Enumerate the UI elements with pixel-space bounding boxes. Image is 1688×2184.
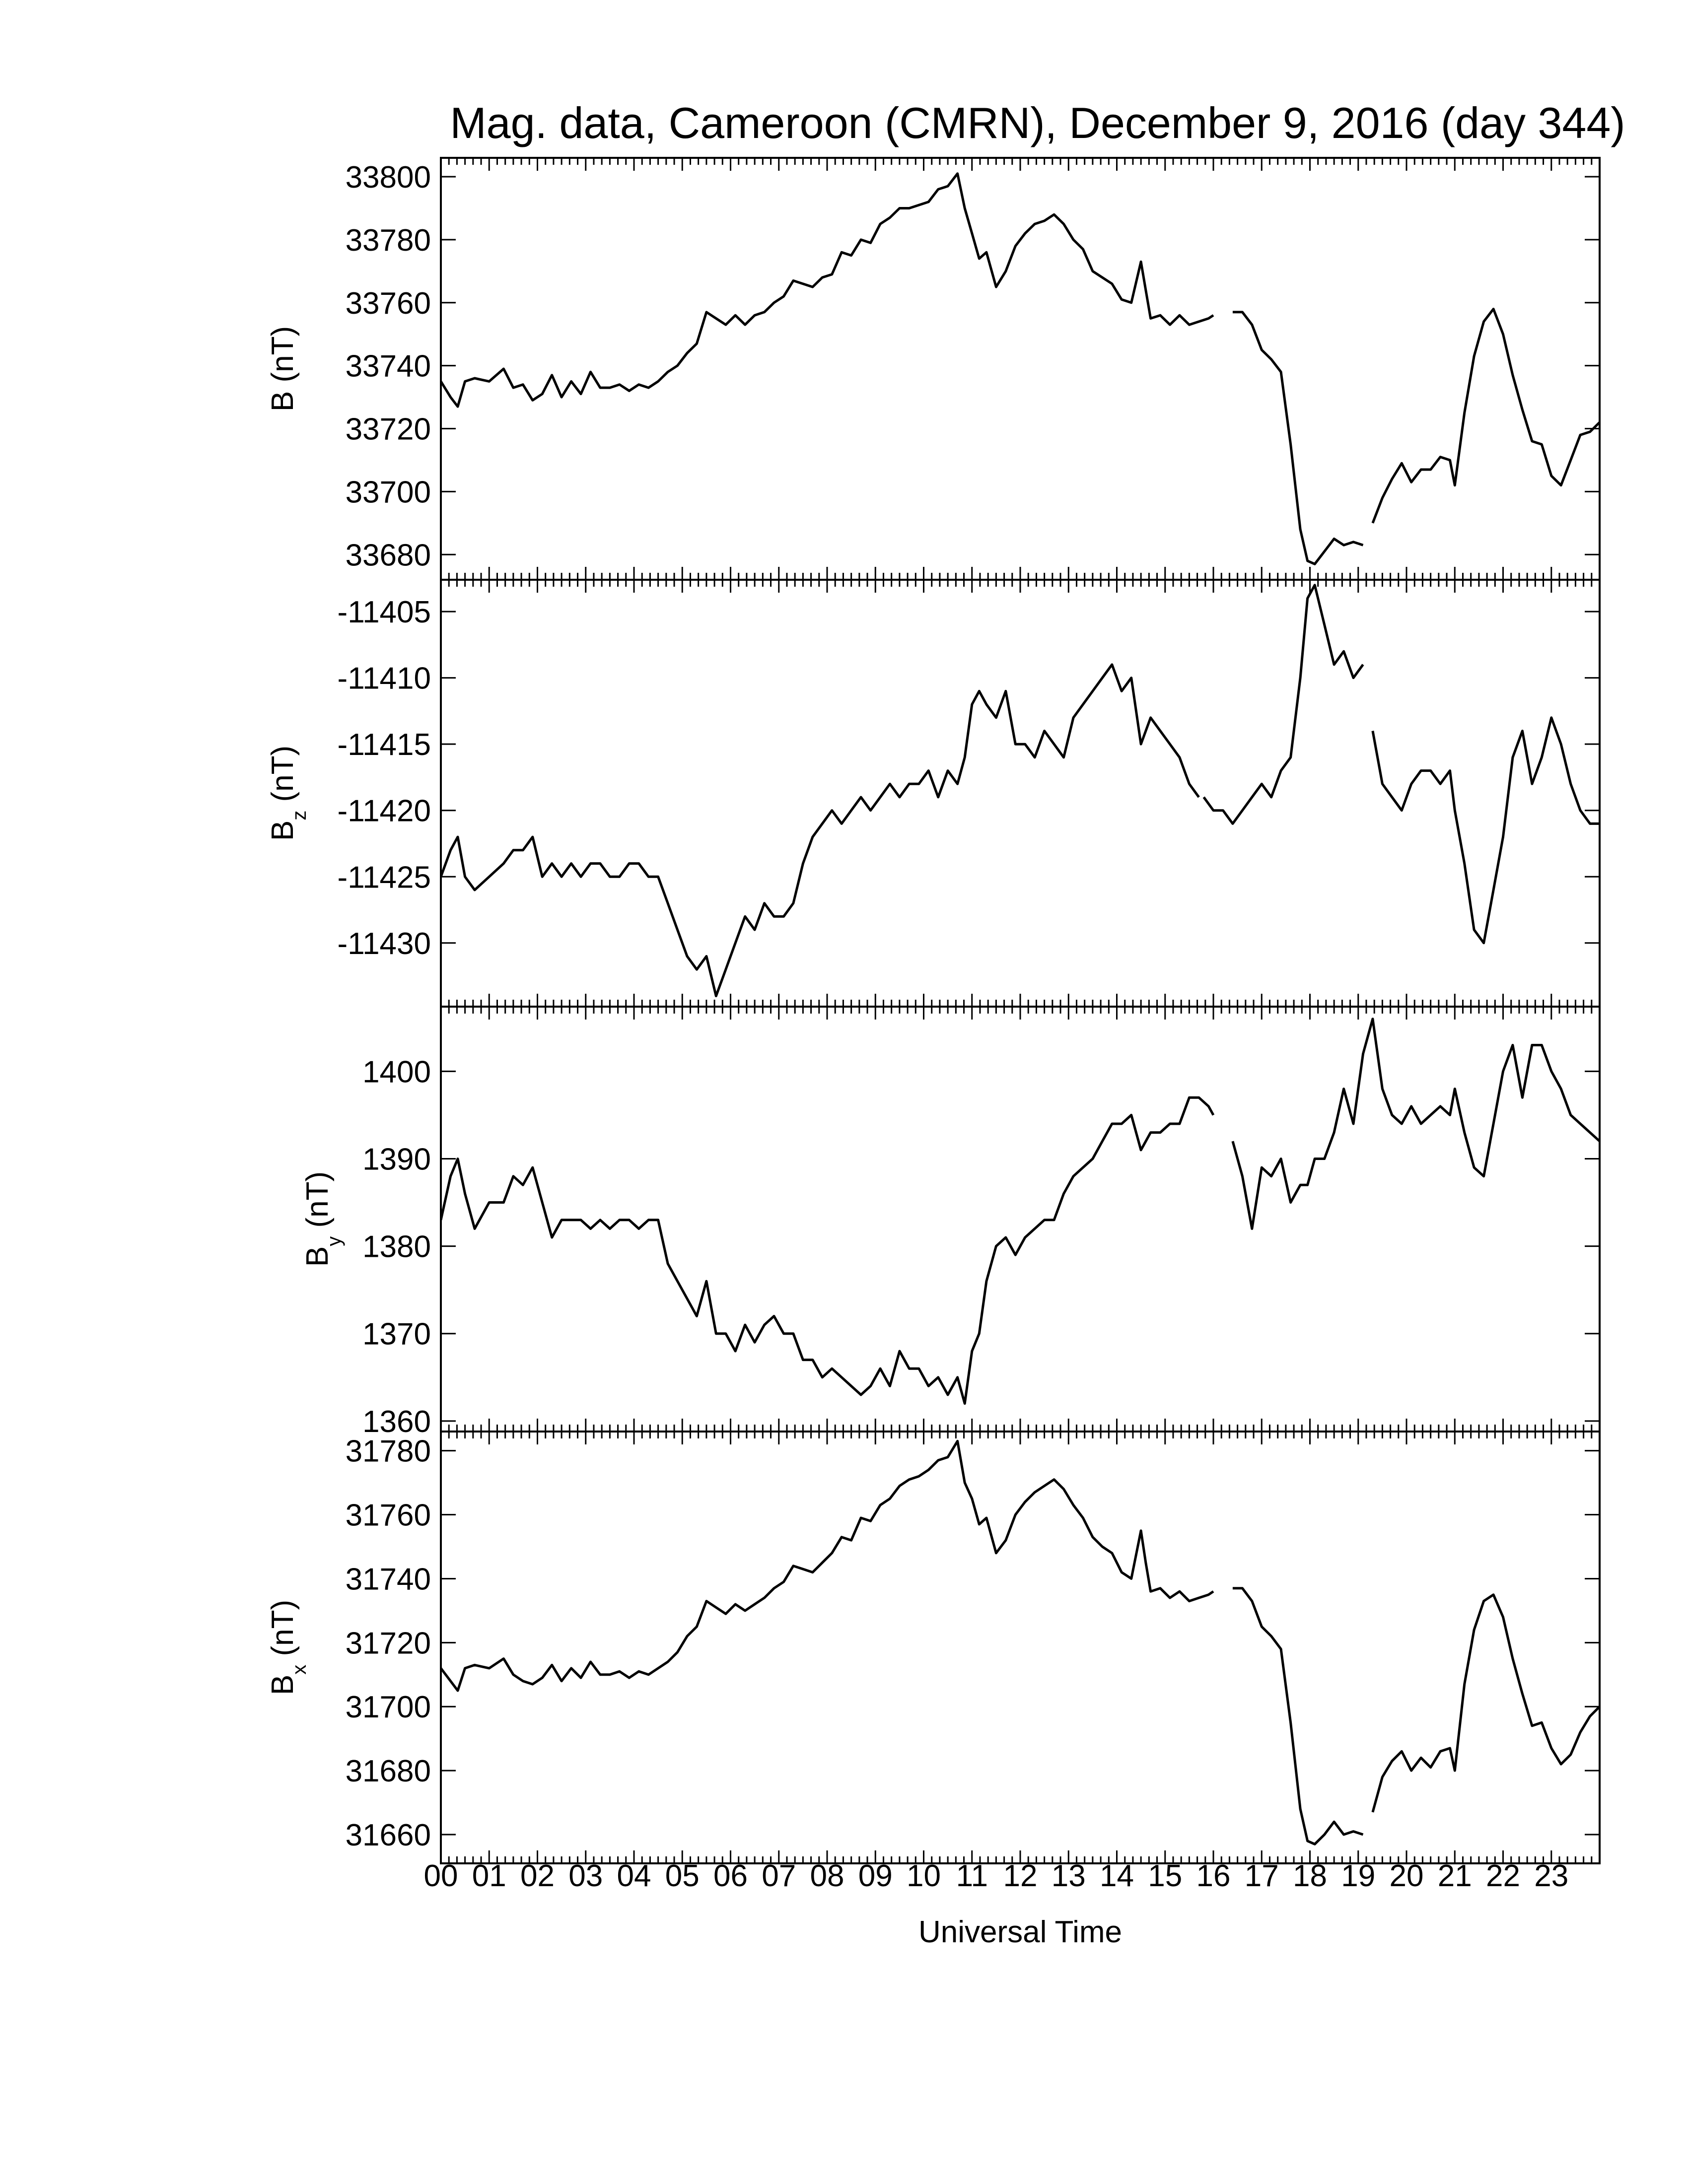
panel-bz-nt-trace (1371, 716, 1600, 945)
x-tick-label: 09 (858, 1859, 893, 1893)
panel-bx-nt-x-ticks (440, 1432, 1601, 1863)
y-tick-label: 31740 (346, 1562, 431, 1596)
y-label-subscript: x (288, 1665, 310, 1675)
x-tick-label: 18 (1293, 1859, 1327, 1893)
x-tick-label: 04 (617, 1859, 651, 1893)
x-tick-label: 05 (665, 1859, 700, 1893)
y-tick-label: 1380 (362, 1230, 431, 1264)
x-tick-label: 17 (1245, 1859, 1279, 1893)
y-label-main: B (300, 1246, 335, 1267)
panel-by-nt-x-ticks (440, 1007, 1601, 1432)
x-tick-label: 08 (810, 1859, 844, 1893)
y-tick-label: 33780 (346, 223, 431, 258)
y-label-subscript: y (323, 1236, 345, 1246)
x-tick-label: 11 (956, 1859, 988, 1893)
y-tick-label: 31760 (346, 1499, 431, 1533)
y-tick-label: 31720 (346, 1626, 431, 1660)
panel-b-nt-trace (441, 172, 1214, 408)
panel-bx-nt-trace (1232, 1587, 1364, 1845)
panel-bz-nt-x-ticks (440, 580, 1601, 1007)
x-tick-label: 06 (713, 1859, 748, 1893)
y-label-unit: (nT) (266, 326, 300, 391)
panel-b-nt-y-axis-label: B (nT) (266, 326, 300, 411)
y-label-subscript: z (288, 811, 310, 820)
y-tick-label: -11430 (338, 927, 431, 961)
panel-bz-nt-trace (1202, 584, 1364, 825)
x-tick-label: 15 (1148, 1859, 1182, 1893)
panel-by-nt-frame (440, 1006, 1601, 1433)
panel-by-nt: 1360 1370 1380 1390 1400 By (nT) (300, 1006, 1601, 1439)
panel-b-nt-trace (1371, 308, 1600, 524)
y-tick-label: 33800 (346, 160, 431, 195)
panel-b-nt-x-ticks (440, 158, 1601, 580)
x-tick-label: 21 (1438, 1859, 1472, 1893)
panel-by-nt-trace (1231, 1018, 1600, 1230)
x-tick-label: 14 (1100, 1859, 1134, 1893)
y-tick-label: 33700 (346, 475, 431, 509)
y-tick-label: 33720 (346, 412, 431, 447)
panel-bx-nt-frame (440, 1431, 1601, 1864)
y-tick-label: 1370 (362, 1317, 431, 1352)
y-label-main: B (266, 391, 300, 411)
y-label-unit: (nT) (266, 746, 300, 811)
panel-bx-nt-trace (1371, 1593, 1600, 1813)
y-tick-label: 1390 (362, 1142, 431, 1176)
x-tick-label: 23 (1534, 1859, 1568, 1893)
panel-bx-nt-y-axis-label: Bx (nT) (266, 1600, 310, 1695)
y-tick-label: 31660 (346, 1818, 431, 1852)
y-tick-label: 33760 (346, 286, 431, 321)
x-tick-labels: 00 01 02 03 04 05 06 07 08 09 10 11 12 13 14 15 16 17 18 19… (424, 1859, 1569, 1893)
y-tick-label: -11415 (338, 728, 431, 762)
panel-bz-nt: -11430 -11425 -11420 -11415 -11410 -11405 Bz (… (266, 579, 1601, 1008)
y-tick-label: 33740 (346, 349, 431, 384)
panel-bz-nt-trace (441, 663, 1200, 998)
y-label-main: B (266, 820, 300, 841)
panel-b-nt: 33680 33700 33720 33740 33760 33780 33800 B (nT… (266, 157, 1601, 581)
y-tick-label: 33680 (346, 538, 431, 572)
x-tick-label: 22 (1486, 1859, 1520, 1893)
y-label-unit: (nT) (266, 1600, 300, 1665)
panel-bx-nt: 31660 31680 31700 31720 31740 31760 31780 Bx (n… (266, 1431, 1601, 1864)
x-tick-label: 03 (568, 1859, 603, 1893)
x-tick-label: 16 (1196, 1859, 1231, 1893)
x-tick-label: 13 (1052, 1859, 1086, 1893)
x-tick-label: 02 (520, 1859, 555, 1893)
x-tick-label: 00 (424, 1859, 458, 1893)
y-tick-label: -11405 (338, 595, 431, 629)
y-label-main: B (266, 1675, 300, 1695)
x-axis-label: Universal Time (918, 1915, 1122, 1949)
panel-by-nt-y-axis-label: By (nT) (300, 1171, 345, 1267)
panel-b-nt-frame (440, 157, 1601, 581)
y-tick-label: -11420 (338, 794, 431, 828)
panel-bz-nt-y-axis-label: Bz (nT) (266, 746, 310, 841)
y-tick-label: 1400 (362, 1055, 431, 1089)
x-tick-label: 01 (472, 1859, 506, 1893)
panel-by-nt-trace (441, 1096, 1215, 1405)
y-tick-label: 31780 (346, 1434, 431, 1469)
x-tick-label: 10 (907, 1859, 941, 1893)
x-tick-label: 20 (1390, 1859, 1424, 1893)
x-tick-label: 19 (1341, 1859, 1375, 1893)
x-tick-label: 12 (1003, 1859, 1038, 1893)
panel-bz-nt-frame (440, 579, 1601, 1008)
y-tick-label: 31680 (346, 1754, 431, 1788)
y-tick-label: -11410 (338, 662, 431, 696)
y-tick-label: 31700 (346, 1690, 431, 1724)
y-label-unit: (nT) (300, 1171, 335, 1236)
y-tick-label: 1360 (362, 1405, 431, 1439)
panel-b-nt-trace (1232, 311, 1364, 565)
panel-bx-nt-trace (441, 1439, 1214, 1692)
x-tick-label: 07 (762, 1859, 796, 1893)
panels: 33680 33700 33720 33740 33760 33780 33800 B (nT… (266, 157, 1601, 1864)
chart-title: Mag. data, Cameroon (CMRN), December 9, … (450, 98, 1625, 147)
y-tick-label: -11425 (338, 860, 431, 894)
